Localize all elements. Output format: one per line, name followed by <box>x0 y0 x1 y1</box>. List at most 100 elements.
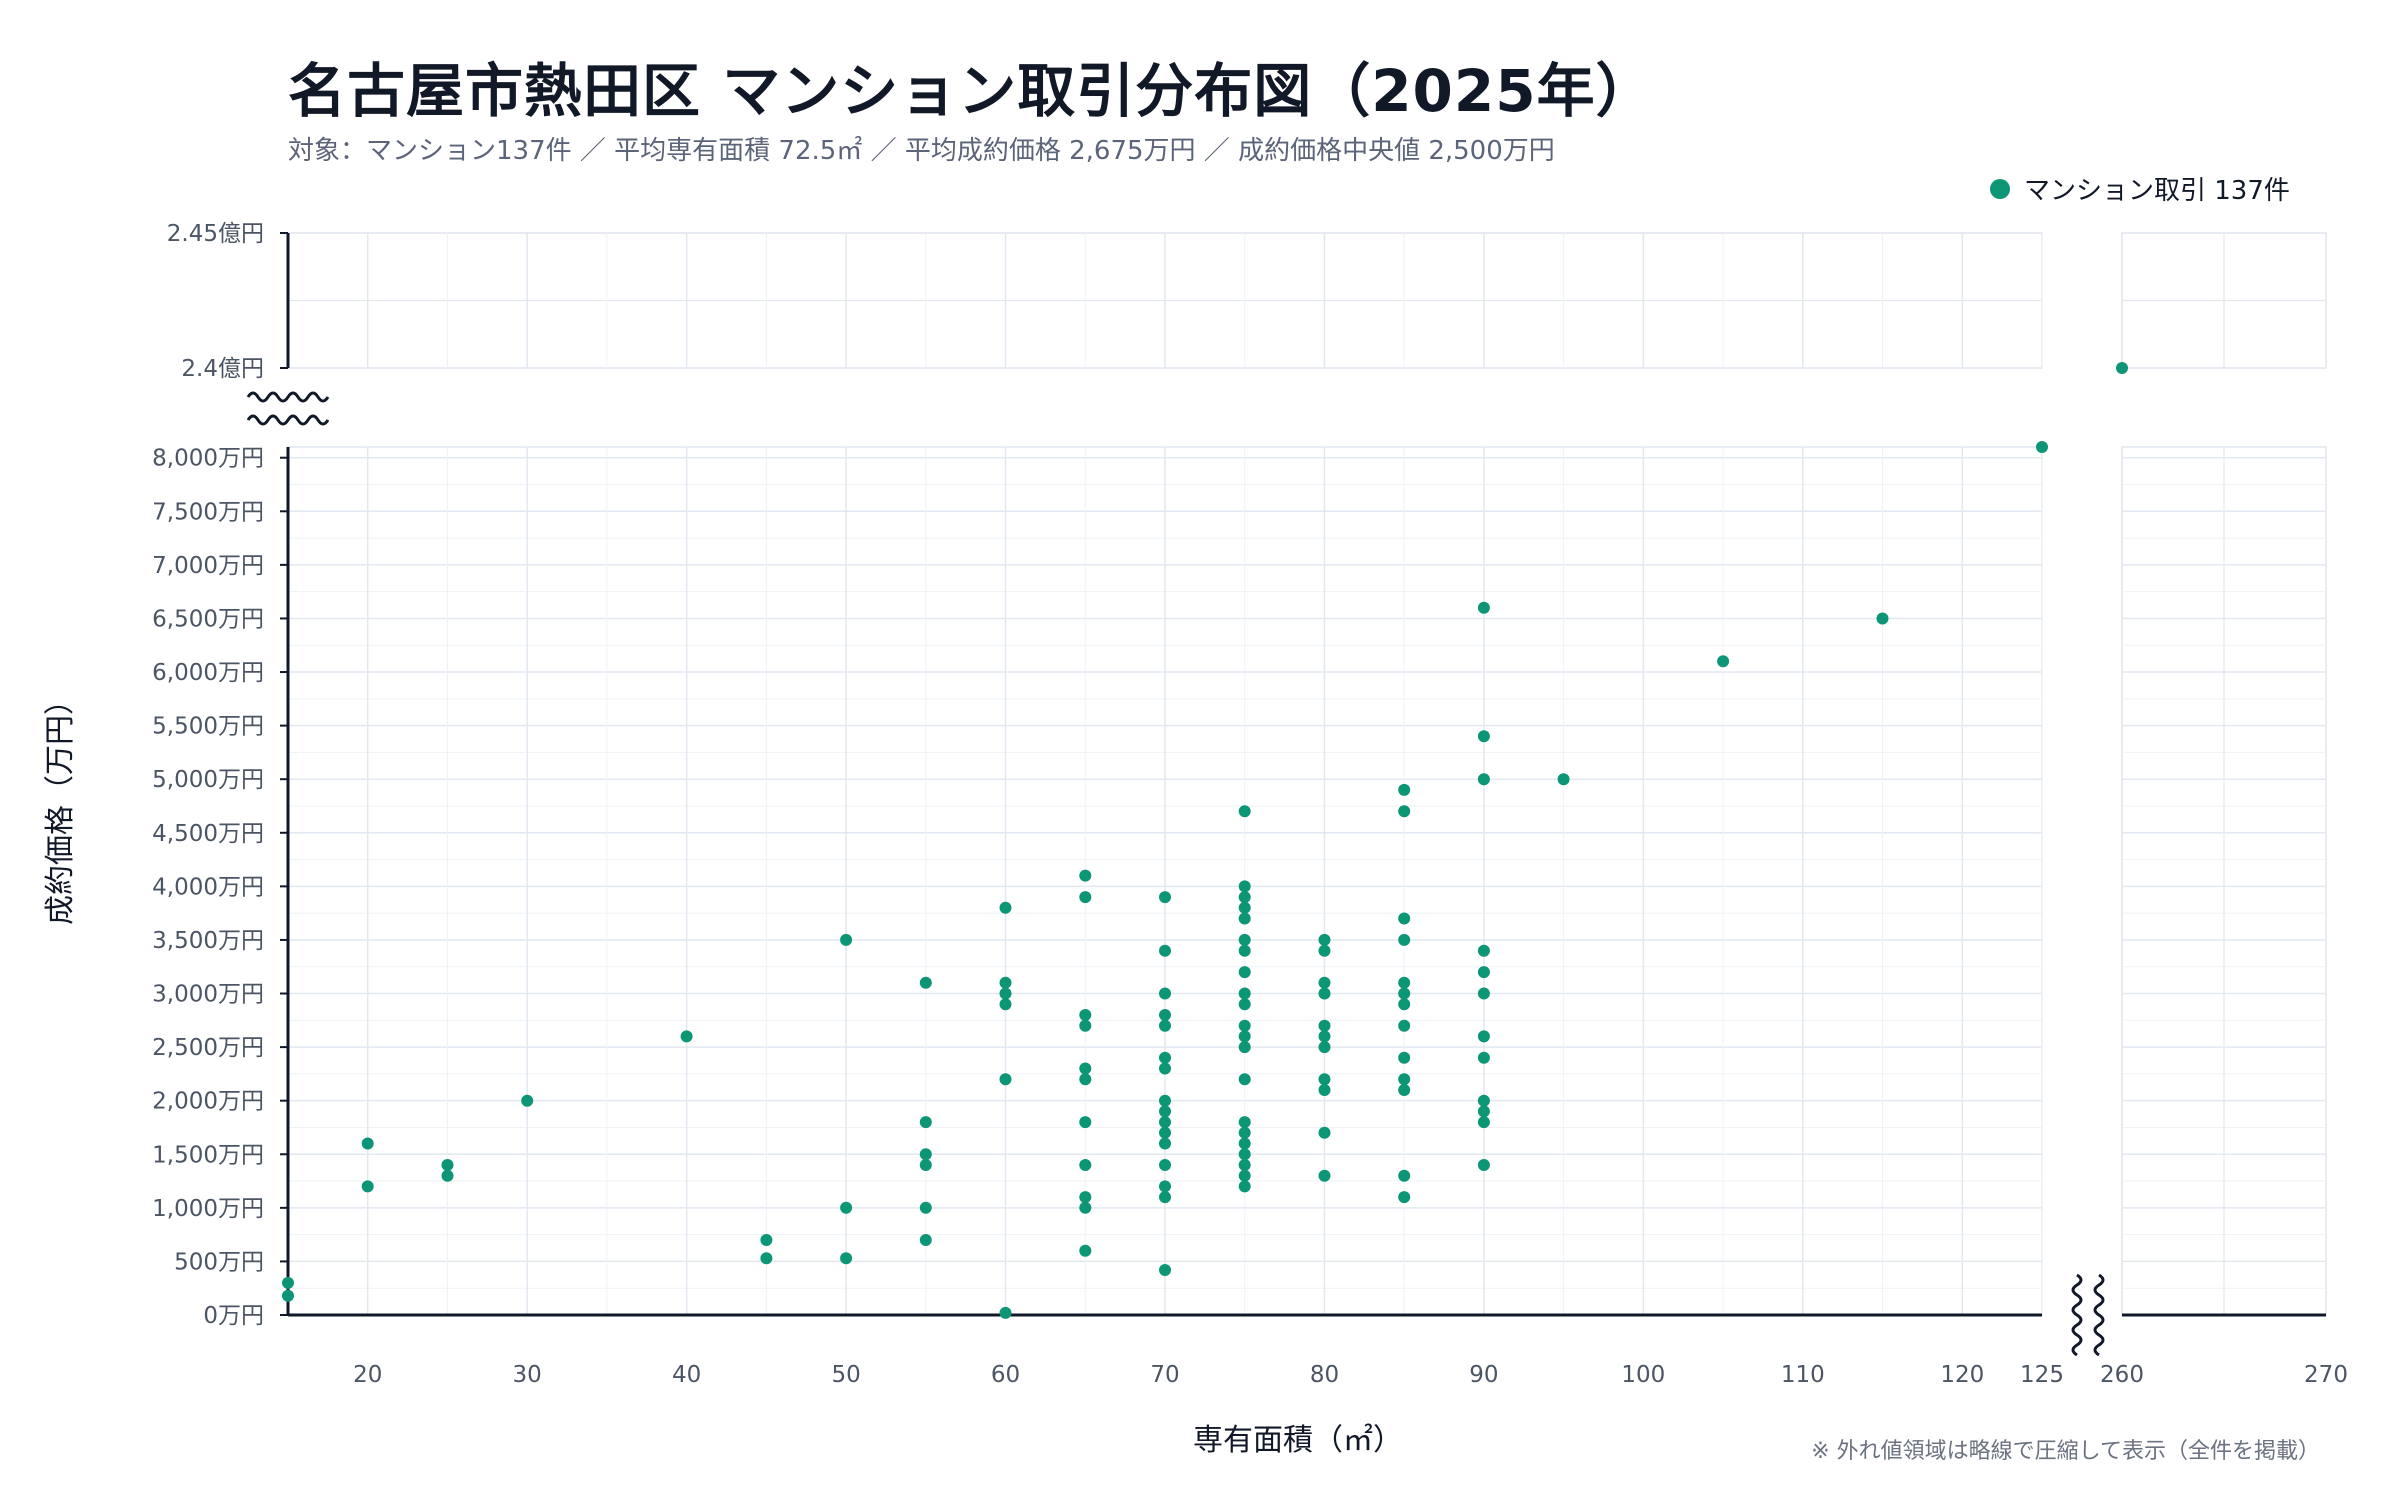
data-point <box>1159 1062 1171 1075</box>
data-point <box>1477 1116 1490 1129</box>
data-point <box>282 1276 294 1289</box>
y-tick-label: 5,000万円 <box>152 767 264 793</box>
data-point <box>999 901 1012 914</box>
data-point <box>919 1234 932 1246</box>
tick-labels: 0万円 500万円 1,000万円 1,500万円 2,000万円 2,500万円 3,00… <box>152 221 2348 1388</box>
data-point <box>1477 987 1490 1000</box>
x-tick-label: 100 <box>1621 1362 1665 1388</box>
data-point <box>1398 783 1411 796</box>
x-tick-label: 60 <box>991 1362 1020 1388</box>
axis-break-x <box>2093 1273 2105 1357</box>
x-tick-label: 90 <box>1469 1362 1498 1388</box>
data-point <box>1079 1073 1092 1086</box>
data-point <box>1477 1159 1490 1171</box>
data-points <box>282 362 2128 1319</box>
data-point <box>1159 891 1171 904</box>
data-point <box>1477 601 1490 614</box>
data-point <box>1398 998 1411 1011</box>
x-tick-label: 120 <box>1940 1362 1984 1388</box>
data-point <box>1238 1116 1251 1129</box>
data-point <box>999 1073 1012 1086</box>
data-point <box>840 933 853 946</box>
data-point <box>1079 1116 1092 1129</box>
y-tick-label: 1,000万円 <box>152 1196 264 1222</box>
data-point <box>1159 1051 1171 1064</box>
data-point <box>1557 773 1570 786</box>
data-point <box>1238 998 1251 1011</box>
data-point <box>1238 987 1251 1000</box>
data-point <box>1477 1105 1490 1118</box>
data-point <box>919 1159 932 1171</box>
x-tick-label: 70 <box>1150 1362 1179 1388</box>
footnote: ※ 外れ値領域は略線で圧縮して表示（全件を掲載） <box>1811 1439 2320 1464</box>
data-point <box>1398 1051 1411 1064</box>
x-tick-label: 80 <box>1310 1362 1339 1388</box>
x-tick-label: 30 <box>513 1362 542 1388</box>
data-point <box>1398 976 1411 989</box>
data-point <box>840 1252 853 1265</box>
data-point <box>1159 1159 1171 1171</box>
data-point <box>1318 933 1331 946</box>
data-point <box>1398 987 1411 1000</box>
data-point <box>1079 869 1092 882</box>
data-point <box>919 1148 932 1161</box>
data-point <box>1238 1030 1251 1043</box>
data-point <box>1079 1062 1092 1075</box>
x-tick-label: 50 <box>831 1362 860 1388</box>
data-point <box>1318 1126 1331 1139</box>
y-tick-label: 3,000万円 <box>152 982 264 1008</box>
data-point <box>1159 1126 1171 1139</box>
data-point <box>1398 1169 1411 1182</box>
data-point <box>2036 441 2048 453</box>
data-point <box>1318 1084 1331 1096</box>
y-tick-label: 1,500万円 <box>152 1142 264 1168</box>
data-point <box>1318 1041 1331 1054</box>
data-point <box>1318 1019 1331 1032</box>
y-tick-label: 2,500万円 <box>152 1035 264 1061</box>
y-axis-label: 成約価格（万円） <box>43 685 78 925</box>
data-point <box>680 1030 693 1043</box>
data-point <box>282 1289 294 1302</box>
data-point <box>1477 730 1490 743</box>
y-tick-label: 4,000万円 <box>152 874 264 900</box>
data-point <box>1238 944 1251 957</box>
data-point <box>1238 1169 1251 1182</box>
data-point <box>1876 612 1889 625</box>
data-point <box>1159 1019 1171 1032</box>
data-point <box>1159 1116 1171 1129</box>
data-point <box>1238 805 1251 818</box>
y-tick-label: 6,000万円 <box>152 660 264 686</box>
data-point <box>1159 1137 1171 1150</box>
data-point <box>1159 1094 1171 1107</box>
data-point <box>1159 1180 1171 1193</box>
axes <box>280 232 2326 1317</box>
data-point <box>1238 1159 1251 1171</box>
data-point <box>361 1137 374 1150</box>
data-point <box>1238 1019 1251 1032</box>
data-point <box>919 976 932 989</box>
y-tick-label: 8,000万円 <box>152 446 264 472</box>
x-tick-label: 270 <box>2304 1362 2348 1388</box>
x-tick-label: 125 <box>2020 1362 2064 1388</box>
data-point <box>521 1094 534 1107</box>
y-tick-label: 2.4億円 <box>181 356 264 382</box>
data-point <box>1318 987 1331 1000</box>
data-point <box>1079 1244 1092 1257</box>
y-tick-label: 7,000万円 <box>152 553 264 579</box>
data-point <box>1238 901 1251 914</box>
data-point <box>1477 944 1490 957</box>
data-point <box>1318 976 1331 989</box>
data-point <box>1159 1191 1171 1204</box>
data-point <box>1398 933 1411 946</box>
data-point <box>1238 1137 1251 1150</box>
data-point <box>1318 1030 1331 1043</box>
data-point <box>1238 912 1251 925</box>
x-tick-label: 260 <box>2100 1362 2144 1388</box>
data-point <box>1238 1180 1251 1193</box>
data-point <box>1398 912 1411 925</box>
data-point <box>2116 362 2128 374</box>
data-point <box>999 998 1012 1011</box>
data-point <box>1398 805 1411 818</box>
data-point <box>1238 966 1251 979</box>
